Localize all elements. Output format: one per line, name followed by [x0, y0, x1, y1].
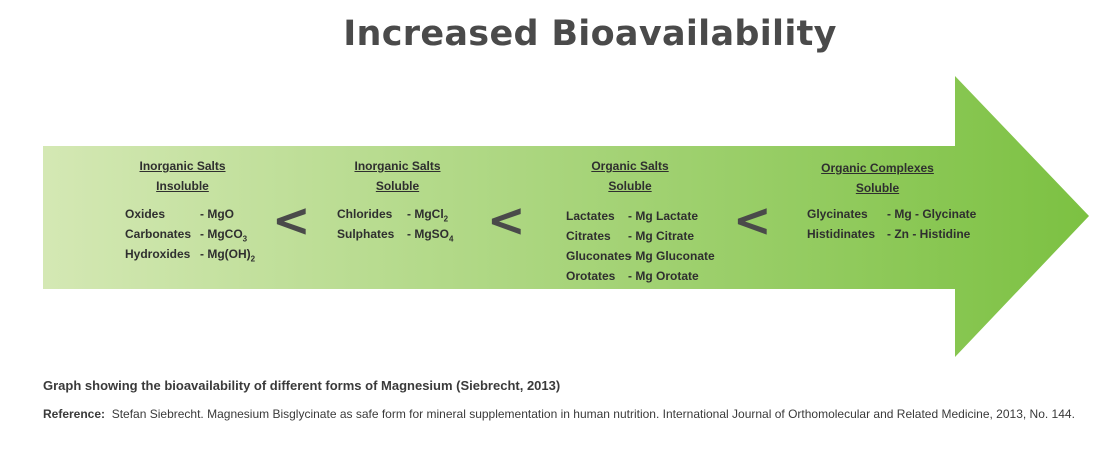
reference-text: Stefan Siebrecht. Magnesium Bisglycinate… — [111, 407, 1075, 421]
section-heading: Organic Salts Soluble — [591, 159, 669, 193]
reference-label: Reference: — [43, 407, 106, 421]
section-organic-complexes: Organic Complexes Soluble Glycinates - M… — [800, 158, 976, 258]
arrow-shape — [43, 76, 1089, 357]
section-organic-salts: Organic Salts Soluble Lactates - Mg Lact… — [555, 156, 735, 286]
less-than-separator: < — [733, 193, 772, 247]
section-heading: Inorganic Salts Soluble — [354, 159, 441, 193]
section-inorganic-soluble: Inorganic Salts Soluble Chlorides - MgCl… — [325, 156, 485, 256]
figure-caption: Graph showing the bioavailability of dif… — [43, 378, 561, 393]
section-inorganic-insoluble: Inorganic Salts Insoluble Oxides - MgO C… — [110, 156, 280, 276]
section-heading: Inorganic Salts Insoluble — [139, 159, 226, 193]
less-than-separator: < — [487, 193, 526, 247]
reference-note: Reference: Stefan Siebrecht. Magnesium B… — [43, 404, 1083, 425]
less-than-separator: < — [272, 193, 311, 247]
page-title: Increased Bioavailability — [343, 14, 837, 54]
section-heading: Organic Complexes Soluble — [821, 161, 934, 195]
